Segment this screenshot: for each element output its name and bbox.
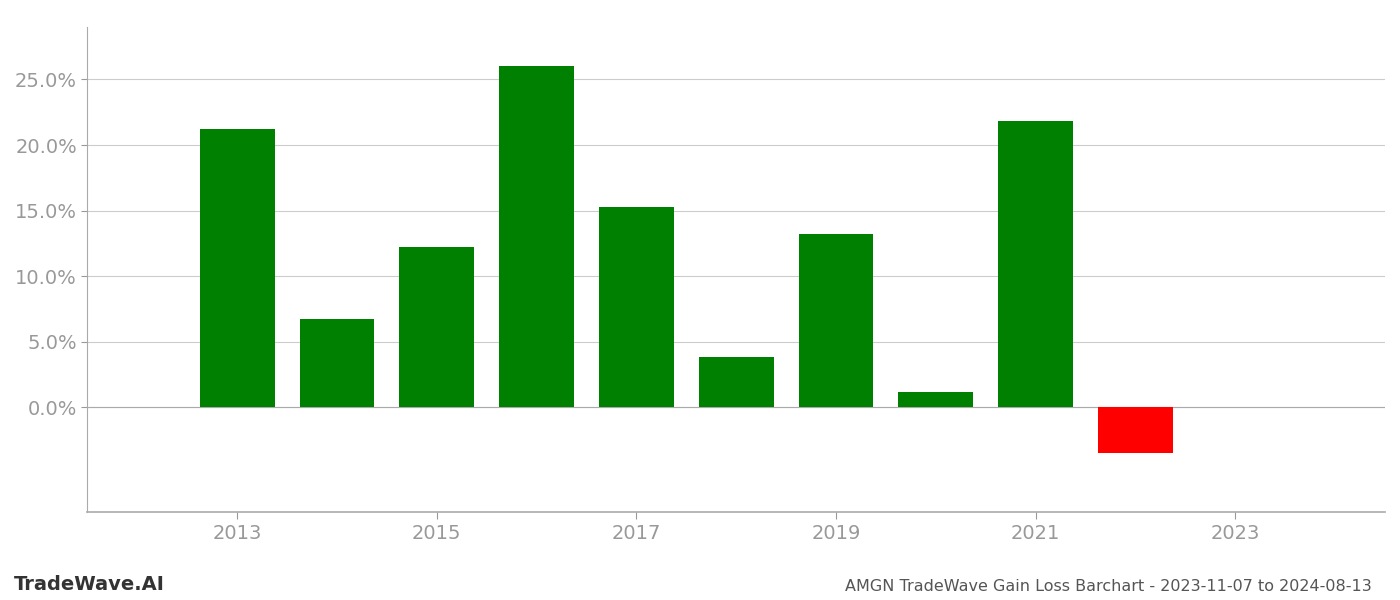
- Bar: [998, 121, 1072, 407]
- Bar: [599, 206, 673, 407]
- Bar: [300, 319, 374, 407]
- Bar: [899, 392, 973, 407]
- Bar: [1098, 407, 1173, 453]
- Bar: [699, 358, 774, 407]
- Bar: [798, 234, 874, 407]
- Bar: [399, 247, 475, 407]
- Text: AMGN TradeWave Gain Loss Barchart - 2023-11-07 to 2024-08-13: AMGN TradeWave Gain Loss Barchart - 2023…: [846, 579, 1372, 594]
- Text: TradeWave.AI: TradeWave.AI: [14, 575, 165, 594]
- Bar: [500, 67, 574, 407]
- Bar: [200, 129, 274, 407]
